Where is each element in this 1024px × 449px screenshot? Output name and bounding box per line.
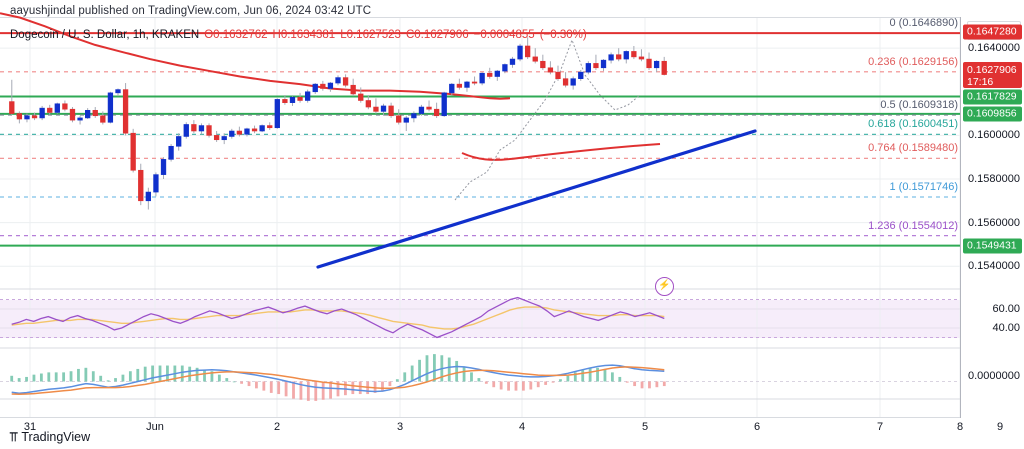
- price-tag-value: 0.1617829: [967, 90, 1017, 102]
- time-axis[interactable]: 31 Jun 2 3 4 5 6 7 8 9: [0, 418, 1024, 438]
- price-tag-support[interactable]: 0.1617829: [963, 89, 1022, 104]
- time-tick: 6: [753, 421, 761, 433]
- price-axis[interactable]: USD 0.16400000.16000000.15800000.1560000…: [960, 17, 1024, 418]
- time-tick: 4: [518, 421, 526, 433]
- price-tag-value: 0.1609856: [967, 107, 1017, 120]
- legend-symbol: Dogecoin / U. S. Dollar, 1h, KRAKEN: [10, 29, 200, 41]
- price-tag-support[interactable]: 0.1549431: [963, 238, 1022, 254]
- chart-frame: [0, 17, 1024, 418]
- price-tick: 0.1560000: [968, 216, 1020, 229]
- price-tag-last-price[interactable]: 0.1627906 17:16: [963, 61, 1022, 88]
- tradingview-mark-icon: ⫪: [10, 429, 17, 444]
- fib-label-0: 0 (0.1646890): [889, 17, 959, 30]
- tradingview-logo: ⫪ TradingView: [10, 429, 90, 445]
- rsi-tick: 40.00: [992, 322, 1020, 334]
- price-tag-support[interactable]: 0.1609856: [963, 106, 1022, 122]
- legend-change-percent: (−0.30%): [539, 29, 587, 41]
- time-tick: 9: [996, 421, 1004, 433]
- time-tick: 5: [641, 421, 649, 433]
- fib-label-1-236: 1.236 (0.1554012): [868, 219, 958, 232]
- tradingview-wordmark: TradingView: [21, 430, 91, 444]
- price-tag-value: 0.1549431: [967, 239, 1017, 252]
- price-tag-resistance[interactable]: 0.1647280: [963, 24, 1022, 40]
- price-tag-time: 17:16: [967, 75, 994, 88]
- legend-change: −0.0004855: [473, 29, 535, 41]
- time-tick: 8: [956, 421, 964, 433]
- price-tick: 0.1580000: [968, 172, 1020, 185]
- time-tick: 7: [876, 421, 884, 433]
- price-tag-value: 0.1627906: [967, 63, 1017, 76]
- attribution-text: aayushjindal published on TradingView.co…: [10, 5, 372, 17]
- chart-legend: Dogecoin / U. S. Dollar, 1h, KRAKEN O0.16…: [10, 29, 587, 41]
- fib-label-1: 1 (0.1571746): [889, 180, 959, 193]
- fib-label-0-618: 0.618 (0.1600451): [868, 118, 958, 131]
- time-tick: Jun: [146, 421, 164, 433]
- legend-high: H0.1634381: [272, 29, 336, 41]
- macd-tick: 0.0000000: [968, 370, 1020, 382]
- legend-close: C0.1627906: [405, 29, 469, 41]
- price-tick: 0.1640000: [968, 42, 1020, 55]
- time-tick: 3: [396, 421, 404, 433]
- price-tick: 0.1540000: [968, 260, 1020, 273]
- rsi-tick: 60.00: [992, 303, 1020, 315]
- time-tick: 31: [23, 421, 37, 433]
- price-tick: 0.1600000: [968, 129, 1020, 142]
- legend-open: O0.1632762: [204, 29, 268, 41]
- fib-label-0-764: 0.764 (0.1589480): [868, 142, 958, 155]
- fib-label-0-236: 0.236 (0.1629156): [868, 55, 958, 68]
- time-tick: 2: [273, 421, 281, 433]
- legend-low: L0.1627523: [340, 29, 401, 41]
- price-tag-value: 0.1647280: [967, 25, 1017, 38]
- lightning-icon[interactable]: ⚡: [655, 277, 674, 296]
- fib-label-0-5: 0.5 (0.1609318): [880, 99, 958, 112]
